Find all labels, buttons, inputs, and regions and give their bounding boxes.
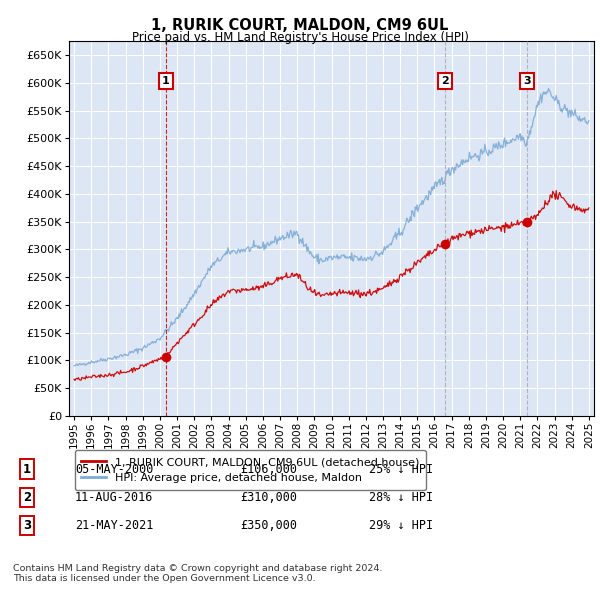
Text: Contains HM Land Registry data © Crown copyright and database right 2024.
This d: Contains HM Land Registry data © Crown c… [13,563,383,583]
Text: 11-AUG-2016: 11-AUG-2016 [75,491,154,504]
Text: 1: 1 [162,76,170,86]
Text: 21-MAY-2021: 21-MAY-2021 [75,519,154,532]
Legend: 1, RURIK COURT, MALDON, CM9 6UL (detached house), HPI: Average price, detached h: 1, RURIK COURT, MALDON, CM9 6UL (detache… [74,450,425,490]
Text: 29% ↓ HPI: 29% ↓ HPI [369,519,433,532]
Text: 25% ↓ HPI: 25% ↓ HPI [369,463,433,476]
Text: 3: 3 [23,519,31,532]
Text: 2: 2 [23,491,31,504]
Text: 1, RURIK COURT, MALDON, CM9 6UL: 1, RURIK COURT, MALDON, CM9 6UL [151,18,449,32]
Text: 05-MAY-2000: 05-MAY-2000 [75,463,154,476]
Text: 3: 3 [523,76,530,86]
Text: 1: 1 [23,463,31,476]
Text: 2: 2 [441,76,449,86]
Text: £310,000: £310,000 [240,491,297,504]
Text: Price paid vs. HM Land Registry's House Price Index (HPI): Price paid vs. HM Land Registry's House … [131,31,469,44]
Text: £350,000: £350,000 [240,519,297,532]
Text: £106,000: £106,000 [240,463,297,476]
Text: 28% ↓ HPI: 28% ↓ HPI [369,491,433,504]
